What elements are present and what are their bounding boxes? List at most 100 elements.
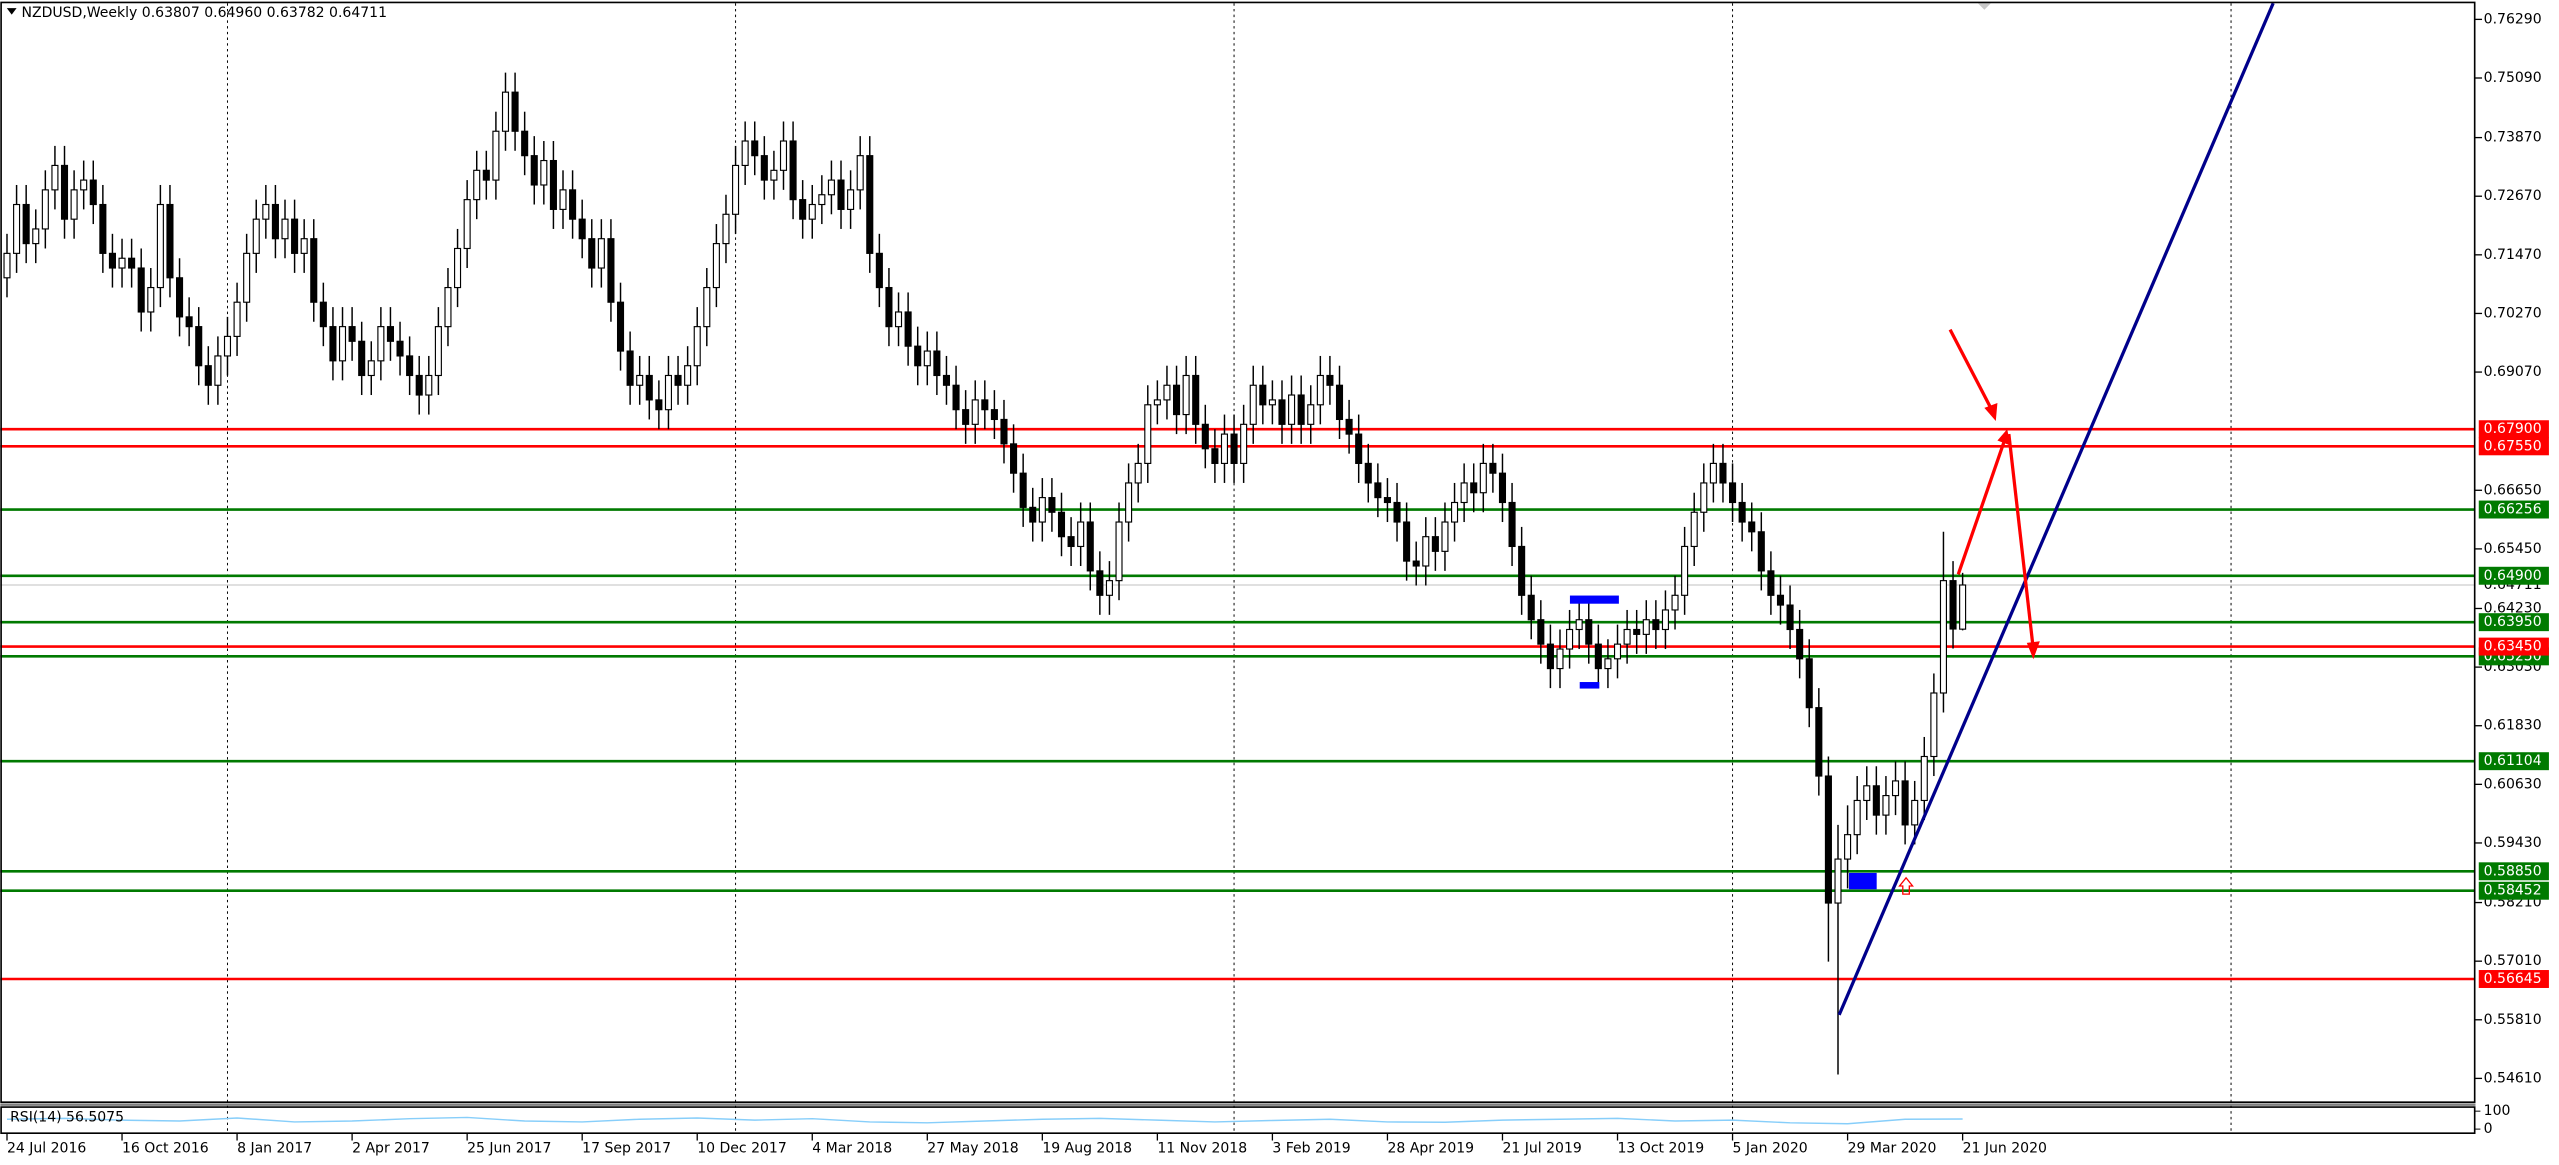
- candle-body: [1115, 521, 1123, 582]
- candle-body: [166, 203, 174, 279]
- rsi-panel-frame: [0, 1106, 2476, 1134]
- scroll-marker: [1977, 3, 1991, 10]
- candle-body: [1431, 536, 1439, 552]
- candle-body: [1010, 443, 1018, 474]
- candle-body: [1479, 462, 1487, 494]
- candle-body: [482, 169, 490, 181]
- candle-body: [578, 218, 586, 240]
- candle-body: [329, 326, 337, 362]
- candle-body: [674, 374, 682, 386]
- level-label: 0.64900: [2484, 568, 2542, 584]
- candle-body: [1700, 482, 1708, 513]
- candle-body: [348, 326, 356, 342]
- candle-body: [1575, 619, 1583, 631]
- candle-body: [693, 326, 701, 367]
- level-label-bg: [2478, 881, 2549, 900]
- candle-body: [1288, 394, 1296, 425]
- candle-body: [1786, 604, 1794, 631]
- x-tick-label: 21 Jul 2019: [1502, 1141, 1581, 1157]
- candle-body: [434, 326, 442, 377]
- candle-body: [128, 257, 136, 269]
- candle-body: [51, 164, 59, 191]
- candle-body: [185, 316, 193, 328]
- candle-body: [1508, 501, 1516, 548]
- candle-body: [243, 252, 251, 303]
- candle-body: [789, 140, 797, 201]
- y-tick-label: 0.72670: [2484, 188, 2542, 204]
- level-label: 0.58850: [2484, 863, 2542, 879]
- candle-body: [1853, 799, 1861, 836]
- candle-body: [1767, 570, 1775, 596]
- candle-body: [1498, 472, 1507, 504]
- candle-body: [559, 189, 567, 210]
- candle-body: [866, 155, 874, 254]
- candle-body: [808, 203, 816, 220]
- candle-body: [1067, 536, 1075, 548]
- candle-body: [300, 238, 308, 254]
- candle-body: [22, 203, 30, 245]
- candle-body: [473, 169, 481, 201]
- candle-body: [1182, 374, 1190, 416]
- candle-body: [3, 252, 11, 279]
- candle-body: [1383, 497, 1391, 504]
- candle-body: [1959, 584, 1967, 630]
- candle-body: [942, 374, 951, 386]
- candle-body: [223, 335, 232, 357]
- candle-body: [1604, 658, 1612, 670]
- candle-body: [1757, 531, 1765, 572]
- candle-body: [521, 130, 529, 157]
- candles-layer: [3, 72, 1967, 1125]
- candle-body: [1134, 462, 1142, 484]
- candle-body: [1192, 374, 1200, 425]
- candle-body: [511, 91, 519, 132]
- candle-body: [176, 277, 184, 318]
- candle-body: [1709, 462, 1717, 484]
- candle-body: [156, 203, 164, 289]
- candle-body: [741, 140, 749, 167]
- candle-body: [358, 340, 366, 377]
- candle-body: [1537, 619, 1545, 645]
- candle-body: [703, 286, 711, 328]
- x-tick-label: 27 May 2018: [927, 1141, 1018, 1157]
- candle-body: [338, 326, 347, 362]
- x-tick-label: 11 Nov 2018: [1157, 1141, 1247, 1157]
- candle-body: [549, 159, 557, 210]
- candle-body: [1613, 643, 1622, 660]
- candle-body: [597, 238, 605, 269]
- y-tick-label: 0.54610: [2484, 1070, 2542, 1086]
- candle-body: [32, 228, 40, 245]
- candle-body: [1240, 423, 1248, 464]
- candle-body: [1316, 374, 1324, 406]
- candle-body: [425, 374, 433, 396]
- candle-body: [1661, 609, 1669, 631]
- y-tick-label: 0.75090: [2484, 70, 2542, 86]
- x-tick-label: 17 Sep 2017: [582, 1141, 671, 1157]
- candle-body: [569, 189, 577, 220]
- y-tick-label: 0.71470: [2484, 247, 2542, 263]
- candle-body: [1172, 384, 1181, 416]
- candle-body: [1153, 399, 1161, 406]
- candle-body: [894, 311, 903, 328]
- level-label-bg: [2478, 566, 2549, 585]
- candle-body: [1901, 780, 1909, 826]
- y-tick-label: 0.59430: [2484, 835, 2542, 851]
- x-tick-label: 13 Oct 2019: [1618, 1141, 1705, 1157]
- candle-body: [818, 194, 826, 206]
- candle-body: [70, 189, 78, 220]
- level-label: 0.67900: [2484, 421, 2542, 437]
- candle-body: [233, 301, 241, 337]
- level-label: 0.61104: [2484, 753, 2542, 769]
- candle-body: [1949, 580, 1957, 630]
- candle-body: [1393, 501, 1401, 523]
- y-tick-label: 0.60630: [2484, 776, 2542, 792]
- candle-body: [1268, 399, 1276, 406]
- candle-body: [89, 179, 97, 206]
- candle-body: [377, 326, 385, 362]
- y-tick-label: 0.65450: [2484, 541, 2542, 557]
- candle-body: [214, 355, 222, 386]
- candle-body: [1220, 433, 1229, 464]
- candle-body: [41, 189, 49, 230]
- rsi-line: [6, 1116, 1963, 1125]
- x-tick-label: 3 Feb 2019: [1272, 1141, 1350, 1157]
